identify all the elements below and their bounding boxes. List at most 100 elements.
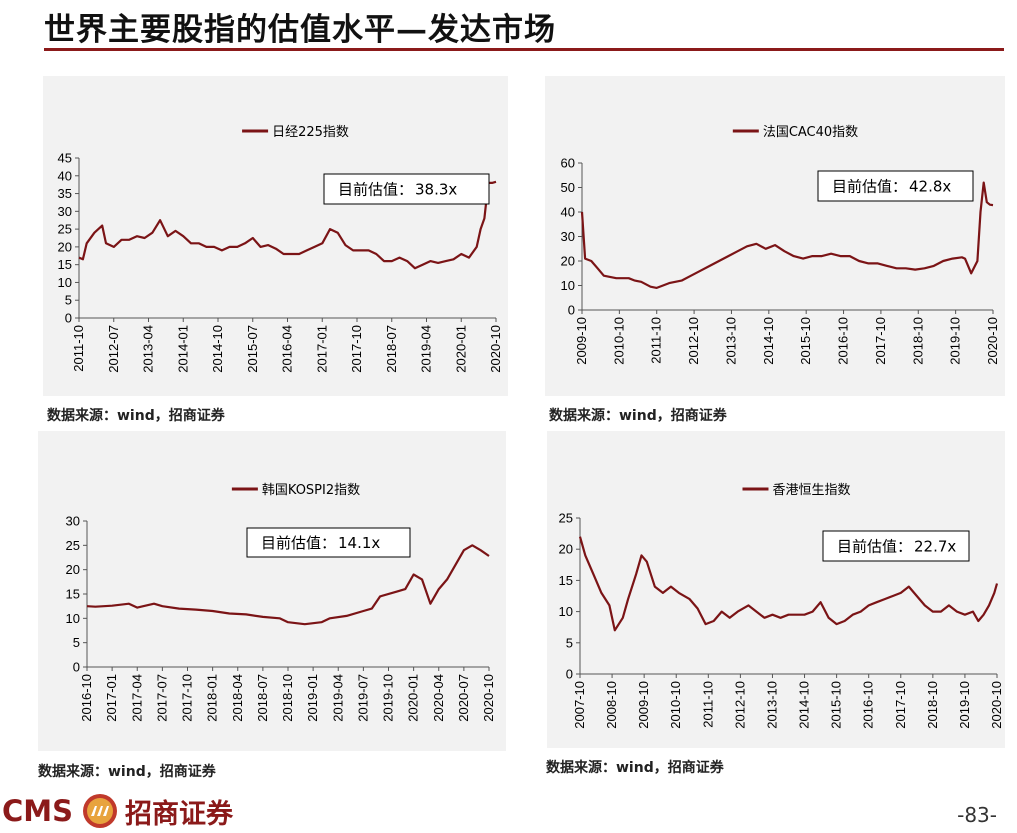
x-tick-label: 2011-10 bbox=[700, 681, 715, 728]
x-tick-label: 2017-07 bbox=[154, 674, 169, 722]
valuation-value: 38.3x bbox=[415, 181, 457, 199]
x-tick-label: 2018-10 bbox=[910, 317, 925, 365]
x-tick-label: 2007-10 bbox=[572, 681, 587, 729]
x-tick-label: 2016-10 bbox=[79, 674, 94, 722]
y-tick-label: 40 bbox=[561, 205, 575, 220]
y-tick-label: 20 bbox=[559, 542, 573, 557]
y-tick-label: 30 bbox=[66, 514, 80, 529]
series-line-cac40 bbox=[580, 181, 994, 289]
brand-chinese-name: 招商证券 bbox=[125, 798, 234, 830]
x-tick-label: 2014-01 bbox=[175, 325, 190, 373]
y-tick-label: 60 bbox=[561, 156, 575, 171]
x-tick-label: 2017-10 bbox=[893, 681, 908, 729]
valuation-label: 目前估值： bbox=[261, 534, 336, 552]
y-tick-label: 25 bbox=[66, 538, 80, 553]
x-tick-label: 2018-07 bbox=[255, 674, 270, 722]
x-tick-label: 2012-07 bbox=[106, 325, 121, 373]
x-tick-label: 2019-10 bbox=[381, 674, 396, 722]
x-tick-label: 2019-04 bbox=[330, 674, 345, 722]
x-tick-label: 2015-10 bbox=[798, 317, 813, 365]
x-tick-label: 2013-04 bbox=[141, 325, 156, 373]
valuation-value: 22.7x bbox=[914, 538, 956, 556]
x-tick-label: 2018-04 bbox=[230, 674, 245, 722]
x-tick-label: 2011-10 bbox=[71, 325, 86, 372]
valuation-box bbox=[323, 173, 490, 205]
valuation-value: 14.1x bbox=[338, 534, 380, 552]
valuation-box bbox=[822, 530, 970, 562]
x-tick-label: 2015-10 bbox=[829, 681, 844, 729]
x-tick-label: 2009-10 bbox=[636, 681, 651, 729]
source-note-kospi2: 数据来源：wind，招商证券 bbox=[38, 764, 216, 780]
chart-panel-hangseng: 0 5 10 15 20 25 2007-10 2008-10 2009-10 2010-10 20… bbox=[547, 431, 1005, 748]
y-tick-label: 10 bbox=[66, 611, 80, 626]
legend-label: 日经225指数 bbox=[272, 125, 349, 140]
x-tick-label: 2014-10 bbox=[797, 681, 812, 729]
x-tick-label: 2010-10 bbox=[611, 317, 626, 365]
series-line-nikkei225 bbox=[78, 180, 497, 270]
chart-hangseng: 0 5 10 15 20 25 2007-10 2008-10 2009-10 2010-10 20… bbox=[559, 483, 1004, 729]
chart-panel-kospi2: 0 5 10 15 20 25 30 2016-10 2017-01 2017-04 2017-07… bbox=[38, 431, 506, 751]
legend-label: 香港恒生指数 bbox=[772, 483, 850, 498]
x-tick-label: 2018-10 bbox=[925, 681, 940, 729]
source-note-cac40: 数据来源：wind，招商证券 bbox=[549, 408, 727, 424]
x-tick-label: 2020-10 bbox=[488, 325, 503, 373]
x-tick-label: 2009-10 bbox=[574, 317, 589, 365]
y-tick-label: 10 bbox=[561, 278, 575, 293]
source-note-hangseng: 数据来源：wind，招商证券 bbox=[546, 760, 724, 776]
x-tick-label: 2012-10 bbox=[732, 681, 747, 729]
title-divider bbox=[44, 48, 1004, 51]
y-tick-label: 30 bbox=[561, 229, 575, 244]
legend-label: 法国CAC40指数 bbox=[763, 125, 858, 140]
x-tick-label: 2017-10 bbox=[349, 325, 364, 373]
y-tick-label: 40 bbox=[58, 168, 72, 183]
chart-cac40: 0 10 20 30 40 50 60 2009-10 2010-10 2011-10 2012-1… bbox=[561, 125, 1000, 365]
cms-logo-icon bbox=[83, 794, 118, 828]
x-tick-label: 2011-10 bbox=[649, 317, 664, 364]
y-tick-label: 45 bbox=[58, 151, 72, 166]
y-tick-label: 20 bbox=[58, 239, 72, 254]
x-tick-label: 2013-10 bbox=[723, 317, 738, 365]
x-tick-label: 2013-10 bbox=[764, 681, 779, 729]
x-tick-label: 2016-10 bbox=[861, 681, 876, 729]
x-tick-label: 2020-01 bbox=[406, 674, 421, 722]
x-tick-label: 2020-10 bbox=[989, 681, 1004, 729]
valuation-box bbox=[246, 527, 411, 558]
x-tick-label: 2017-01 bbox=[104, 674, 119, 722]
y-tick-label: 25 bbox=[559, 511, 573, 526]
x-tick-label: 2018-01 bbox=[205, 674, 220, 722]
series-line-hangseng bbox=[578, 536, 999, 632]
chart-nikkei225: 0 5 10 15 20 25 30 35 40 45 2011-10 2012-07 2013-04 2… bbox=[58, 125, 503, 373]
chart-kospi2: 0 5 10 15 20 25 30 2016-10 2017-01 2017-04 2017-07… bbox=[66, 483, 496, 722]
x-tick-label: 2017-10 bbox=[180, 674, 195, 722]
source-note-nikkei225: 数据来源：wind，招商证券 bbox=[47, 408, 225, 424]
x-tick-label: 2018-10 bbox=[280, 674, 295, 722]
x-tick-label: 2017-01 bbox=[314, 325, 329, 373]
y-tick-label: 15 bbox=[559, 573, 573, 588]
x-tick-label: 2010-10 bbox=[668, 681, 683, 729]
x-tick-label: 2019-04 bbox=[419, 325, 434, 373]
y-tick-label: 0 bbox=[65, 311, 72, 326]
y-tick-label: 15 bbox=[58, 257, 72, 272]
x-tick-label: 2020-01 bbox=[453, 325, 468, 373]
x-tick-label: 2014-10 bbox=[210, 325, 225, 373]
y-tick-label: 10 bbox=[58, 275, 72, 290]
y-tick-label: 5 bbox=[73, 635, 80, 650]
valuation-box bbox=[817, 170, 974, 202]
valuation-label: 目前估值： bbox=[338, 181, 413, 199]
legend-label: 韩国KOSPI2指数 bbox=[262, 483, 360, 498]
y-tick-label: 0 bbox=[73, 660, 80, 675]
footer-logo: CMS 招商证券 bbox=[2, 792, 233, 830]
x-tick-label: 2014-10 bbox=[761, 317, 776, 365]
y-tick-label: 0 bbox=[568, 303, 575, 318]
y-tick-label: 30 bbox=[58, 204, 72, 219]
y-tick-label: 20 bbox=[66, 562, 80, 577]
chart-panel-cac40: 0 10 20 30 40 50 60 2009-10 2010-10 2011-10 2012-1… bbox=[545, 76, 1005, 396]
x-tick-label: 2016-10 bbox=[836, 317, 851, 365]
series-line-kospi2 bbox=[86, 544, 490, 626]
y-tick-label: 10 bbox=[559, 604, 573, 619]
x-tick-label: 2019-10 bbox=[948, 317, 963, 365]
x-tick-label: 2016-04 bbox=[280, 325, 295, 373]
x-tick-label: 2020-07 bbox=[456, 674, 471, 722]
x-tick-label: 2012-10 bbox=[686, 317, 701, 365]
x-tick-label: 2020-10 bbox=[481, 674, 496, 722]
